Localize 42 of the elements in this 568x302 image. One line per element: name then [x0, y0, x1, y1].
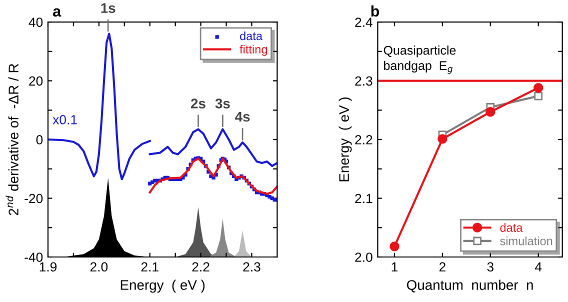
x-axis-title: Energy ( eV ): [120, 280, 205, 293]
point: [390, 242, 400, 252]
x-tick-label: 2.0: [90, 262, 108, 272]
point: [533, 82, 544, 93]
y-tick-label: 20: [29, 76, 43, 86]
x-tick-label: 2.2: [192, 262, 210, 272]
y-tick-label: 2.0: [355, 252, 372, 262]
x-tick-label: 4: [534, 262, 542, 272]
legend-label: data: [240, 31, 262, 40]
y-tick-label: 0: [36, 135, 43, 144]
y-tick-label: 2.2: [355, 135, 372, 144]
annotation: 1s: [101, 3, 116, 13]
point: [486, 107, 496, 117]
annotation: 4s: [235, 112, 250, 122]
x-tick-label: 2.1: [141, 262, 158, 272]
y-axis-title: 2$^{nd}$ derivative of -ΔR / R: [6, 64, 18, 216]
chart-title: b: [371, 5, 380, 17]
y-tick-label: 2.4: [355, 18, 372, 27]
annotation: 2s: [191, 98, 206, 108]
x-axis-title: Quantum number n: [406, 280, 533, 292]
line-series: [148, 128, 278, 167]
y-axis-title: Energy ( eV ): [338, 98, 352, 182]
line-series: [48, 32, 151, 180]
x-tick-label: 2: [439, 262, 446, 272]
legend-label: simulation: [500, 236, 552, 246]
y-tick-label: -20: [24, 194, 43, 204]
x-tick-label: 2.3: [243, 262, 260, 272]
ref-line-label: Quasiparticle bandgap E$_{g}$: [384, 46, 456, 74]
point: [438, 134, 448, 144]
x-tick-label: 1: [392, 262, 398, 272]
x-tick-label: 1.9: [40, 262, 57, 272]
annotation: x0.1: [52, 115, 77, 124]
legend-label: data: [500, 223, 523, 232]
y-tick-label: 40: [28, 18, 43, 27]
chart-title: a: [53, 8, 62, 17]
legend-label: fitting: [240, 44, 267, 56]
point: [534, 92, 543, 100]
annotation: 3s: [215, 98, 230, 108]
y-tick-label: 2.3: [355, 76, 372, 86]
x-tick-label: 3: [487, 262, 494, 272]
y-tick-label: 2.1: [355, 194, 372, 204]
y-tick-label: -40: [24, 252, 43, 262]
